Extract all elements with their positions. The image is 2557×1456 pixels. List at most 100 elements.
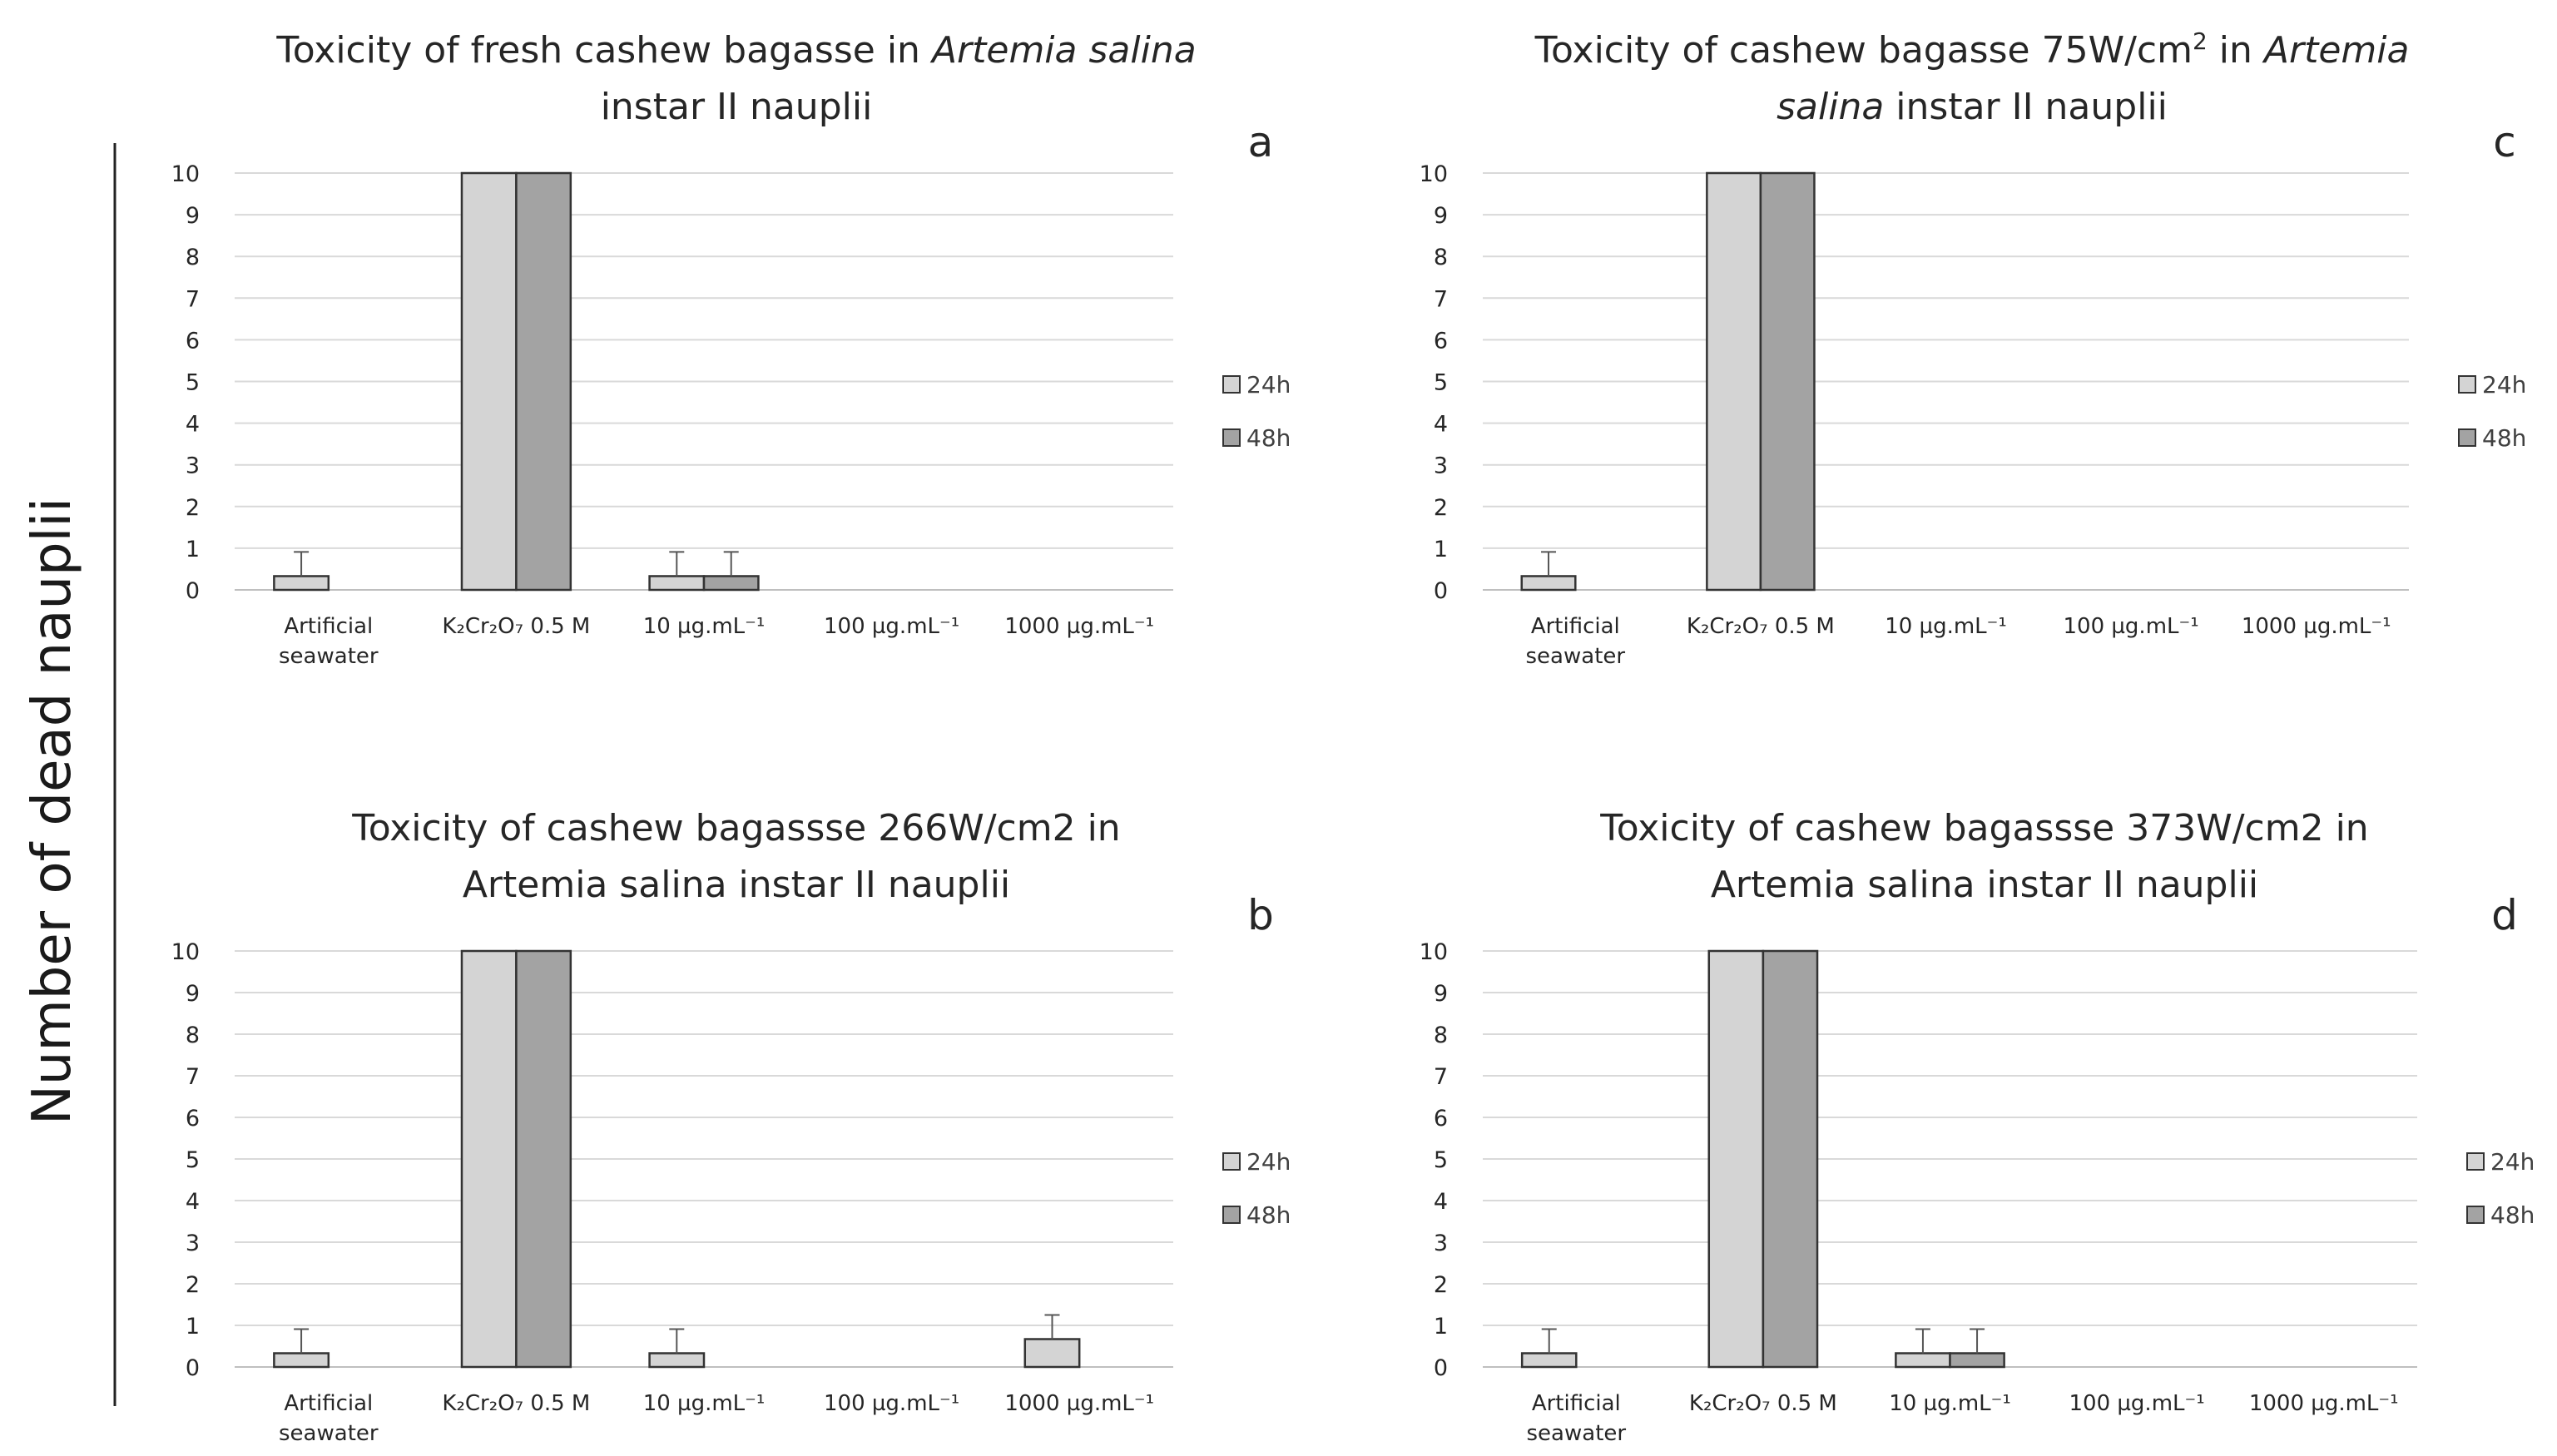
y-tick-label: 7	[186, 1064, 200, 1090]
y-tick-label: 3	[186, 453, 200, 479]
y-tick-label: 0	[186, 1355, 200, 1381]
y-tick-label: 7	[1434, 1064, 1448, 1090]
y-tick-label: 7	[186, 286, 200, 312]
y-axis-label: Number of dead nauplii	[22, 498, 83, 1125]
y-tick-label: 3	[1434, 453, 1448, 479]
bar-48h	[515, 171, 572, 592]
y-tick-label: 9	[186, 981, 200, 1007]
x-tick-label: 1000 µg.mL⁻¹	[1004, 1391, 1154, 1416]
x-tick-label: K₂Cr₂O₇ 0.5 M	[442, 614, 590, 639]
y-tick-label: 1	[1434, 537, 1448, 562]
x-tick-label: 10 µg.mL⁻¹	[643, 614, 766, 639]
y-tick-label: 8	[186, 1023, 200, 1048]
legend-swatch-48h	[2466, 1206, 2485, 1224]
bar-48h	[1762, 949, 1819, 1369]
bar-48h	[1949, 1352, 2005, 1369]
y-tick-label: 4	[186, 412, 200, 438]
y-tick-label: 9	[186, 203, 200, 229]
bar-24h	[1706, 171, 1762, 592]
y-tick-label: 10	[1420, 161, 1448, 187]
y-tick-label: 8	[186, 245, 200, 270]
x-tick-label: 1000 µg.mL⁻¹	[1004, 614, 1154, 639]
chart-title: Toxicity of fresh cashew bagasse in Arte…	[275, 29, 1196, 128]
y-tick-label: 10	[1420, 939, 1448, 965]
panel-letter: b	[1247, 891, 1274, 939]
panel-letter: a	[1248, 118, 1274, 166]
x-tick-label: 10 µg.mL⁻¹	[1889, 1391, 2011, 1416]
legend-swatch-24h	[1222, 375, 1241, 394]
chart-panel-b: Toxicity of cashew bagassse 266W/cm2 in A…	[171, 807, 1291, 1446]
bar-24h	[273, 575, 330, 592]
x-tick-label: 10 µg.mL⁻¹	[1885, 614, 2007, 639]
y-tick-label: 10	[171, 161, 200, 187]
y-tick-label: 1	[186, 1314, 200, 1340]
chart-title: Toxicity of cashew bagasse 75W/cm2 in Ar…	[1534, 27, 2410, 129]
bar-24h	[648, 1352, 706, 1369]
legend-label-24h: 24h	[1246, 371, 1291, 399]
y-tick-label: 2	[186, 495, 200, 521]
y-tick-label: 2	[1434, 495, 1448, 521]
y-tick-label: 3	[186, 1231, 200, 1256]
x-tick-label: 100 µg.mL⁻¹	[2069, 1391, 2205, 1416]
x-tick-label: 100 µg.mL⁻¹	[824, 614, 959, 639]
x-tick-label: Artificial	[284, 1391, 373, 1416]
y-tick-label: 5	[1434, 1147, 1448, 1173]
y-tick-label: 2	[1434, 1272, 1448, 1298]
bar-24h	[1520, 1352, 1578, 1369]
x-tick-label: 100 µg.mL⁻¹	[824, 1391, 959, 1416]
legend-label-24h: 24h	[2490, 1148, 2535, 1176]
bar-24h	[1520, 575, 1577, 592]
legend-label-48h: 48h	[2482, 424, 2526, 452]
x-tick-label: K₂Cr₂O₇ 0.5 M	[442, 1391, 590, 1416]
legend-swatch-48h	[1222, 1206, 1241, 1224]
y-tick-label: 2	[186, 1272, 200, 1298]
legend-label-24h: 24h	[1246, 1148, 1291, 1176]
chart-panel-a: Toxicity of fresh cashew bagasse in Arte…	[171, 29, 1291, 669]
legend-swatch-24h	[1222, 1152, 1241, 1171]
y-tick-label: 5	[186, 1147, 200, 1173]
legend-swatch-24h	[2458, 375, 2476, 394]
bar-48h	[702, 575, 760, 592]
y-tick-label: 3	[1434, 1231, 1448, 1256]
y-tick-label: 6	[186, 1106, 200, 1132]
legend-label-48h: 48h	[1246, 1201, 1291, 1229]
x-tick-label: K₂Cr₂O₇ 0.5 M	[1687, 614, 1835, 639]
y-tick-label: 6	[186, 328, 200, 354]
bar-24h	[1895, 1352, 1951, 1369]
bar-24h	[1023, 1338, 1081, 1369]
y-tick-label: 4	[1434, 1189, 1448, 1215]
y-tick-label: 7	[1434, 286, 1448, 312]
x-tick-label-line2: seawater	[279, 1421, 379, 1446]
panel-letter: d	[2491, 891, 2518, 939]
y-tick-label: 5	[186, 370, 200, 396]
bar-24h	[273, 1352, 330, 1369]
legend-label-48h: 48h	[1246, 424, 1291, 452]
y-tick-label: 10	[171, 939, 200, 965]
bar-24h	[460, 171, 518, 592]
x-tick-label: 1000 µg.mL⁻¹	[2249, 1391, 2399, 1416]
x-tick-label: 100 µg.mL⁻¹	[2064, 614, 2199, 639]
bar-48h	[515, 949, 572, 1369]
y-tick-label: 1	[186, 537, 200, 562]
y-tick-label: 9	[1434, 981, 1448, 1007]
legend-label-48h: 48h	[2490, 1201, 2535, 1229]
x-tick-label: Artificial	[284, 614, 373, 639]
legend-swatch-48h	[1222, 428, 1241, 447]
chart-panel-d: Toxicity of cashew bagassse 373W/cm2 in A…	[1420, 807, 2535, 1446]
y-tick-label: 5	[1434, 370, 1448, 396]
y-tick-label: 8	[1434, 1023, 1448, 1048]
x-tick-label-line2: seawater	[1526, 644, 1626, 669]
legend-label-24h: 24h	[2482, 371, 2526, 399]
bar-24h	[648, 575, 706, 592]
legend-swatch-48h	[2458, 428, 2476, 447]
y-tick-label: 0	[1434, 1355, 1448, 1381]
x-tick-label: Artificial	[1531, 614, 1620, 639]
x-tick-label: 1000 µg.mL⁻¹	[2242, 614, 2391, 639]
chart-title: Toxicity of cashew bagassse 373W/cm2 in A…	[1599, 807, 2368, 906]
x-tick-label: 10 µg.mL⁻¹	[643, 1391, 766, 1416]
chart-title: Toxicity of cashew bagassse 266W/cm2 in A…	[351, 807, 1120, 906]
chart-panel-c: Toxicity of cashew bagasse 75W/cm2 in Ar…	[1420, 27, 2527, 670]
y-tick-label: 0	[1434, 578, 1448, 604]
panel-letter: c	[2493, 118, 2516, 166]
